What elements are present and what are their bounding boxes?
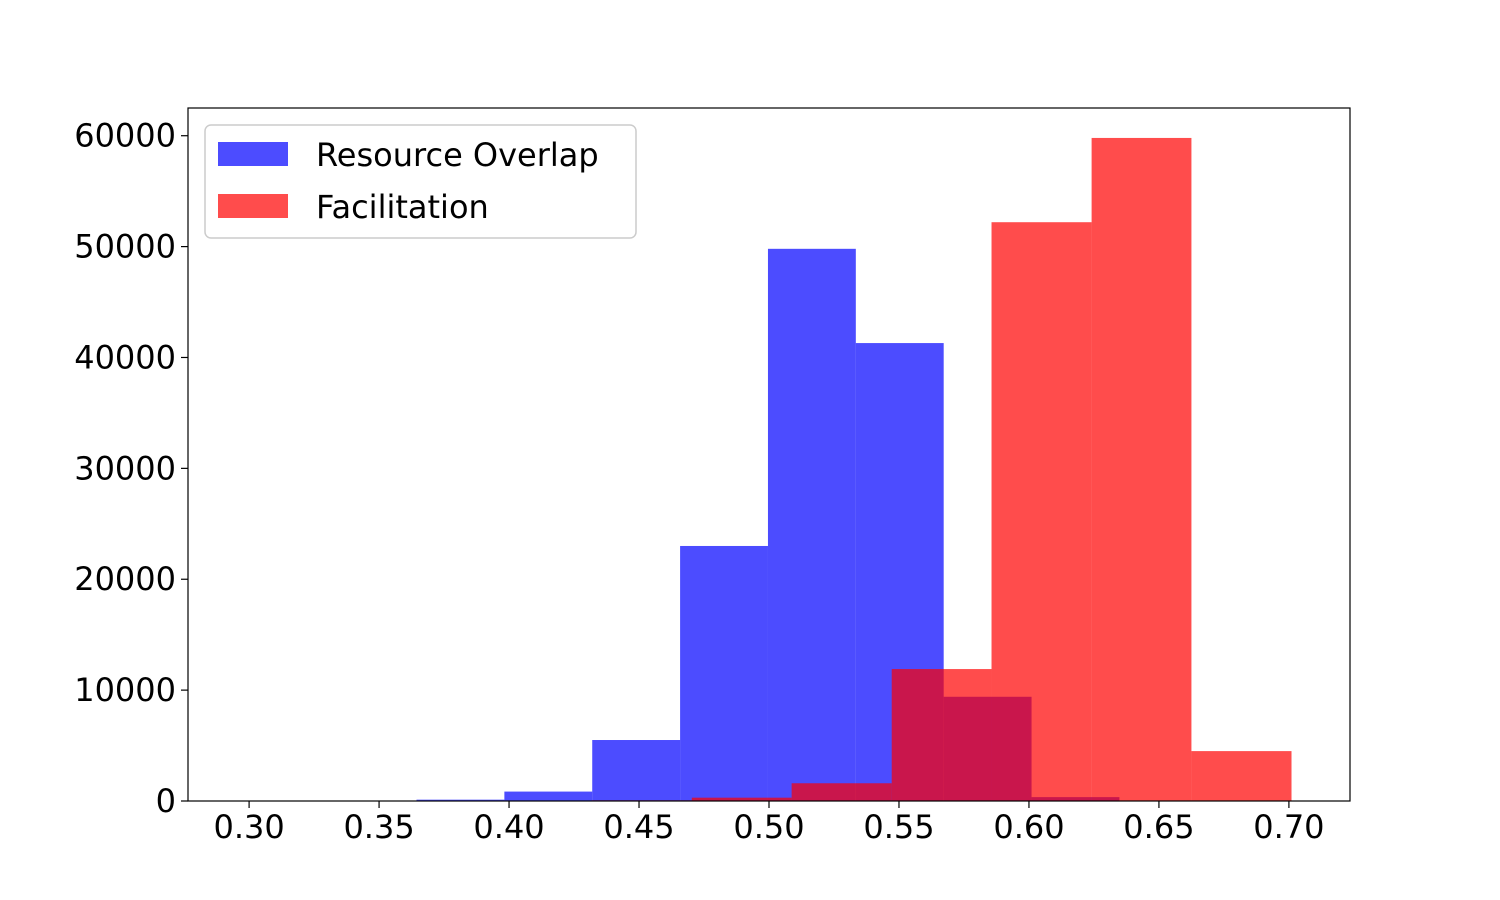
bar-resource-overlap-3 <box>504 791 593 801</box>
legend-swatch-resource-overlap <box>218 142 288 166</box>
x-tick-label: 0.50 <box>733 808 804 846</box>
y-tick-label: 30000 <box>74 449 176 487</box>
bar-resource-overlap-4 <box>592 740 681 801</box>
bar-facilitation-7 <box>1191 751 1292 801</box>
legend-label-facilitation: Facilitation <box>316 188 489 226</box>
bar-resource-overlap-6 <box>767 248 856 801</box>
y-axis: 0 10000 20000 30000 40000 50000 60000 <box>74 117 188 820</box>
bar-facilitation-6 <box>1091 137 1192 801</box>
y-tick-label: 50000 <box>74 228 176 266</box>
legend-label-resource-overlap: Resource Overlap <box>316 136 599 174</box>
x-tick-label: 0.35 <box>343 808 414 846</box>
legend-swatch-facilitation <box>218 194 288 218</box>
bar-resource-overlap-2 <box>416 799 505 801</box>
x-tick-label: 0.40 <box>473 808 544 846</box>
x-tick-label: 0.65 <box>1123 808 1194 846</box>
y-tick-label: 60000 <box>74 117 176 155</box>
x-axis: 0.30 0.35 0.40 0.45 0.50 0.55 0.60 0.65 0.70 <box>213 801 1325 846</box>
bar-facilitation-2 <box>691 797 792 801</box>
y-tick-label: 40000 <box>74 338 176 376</box>
legend-box <box>204 124 637 239</box>
x-tick-label: 0.70 <box>1253 808 1324 846</box>
legend: Resource Overlap Facilitation <box>204 124 637 239</box>
bar-facilitation-3 <box>791 783 892 801</box>
y-tick-label: 20000 <box>74 560 176 598</box>
bar-facilitation-5 <box>991 222 1092 801</box>
x-tick-label: 0.45 <box>603 808 674 846</box>
y-tick-label: 10000 <box>74 671 176 709</box>
bars-layer <box>240 137 1292 801</box>
bar-facilitation-4 <box>891 669 992 801</box>
x-tick-label: 0.60 <box>993 808 1064 846</box>
x-tick-label: 0.55 <box>863 808 934 846</box>
y-tick-label: 0 <box>156 782 176 820</box>
bar-resource-overlap-5 <box>680 545 768 801</box>
x-tick-label: 0.30 <box>213 808 284 846</box>
